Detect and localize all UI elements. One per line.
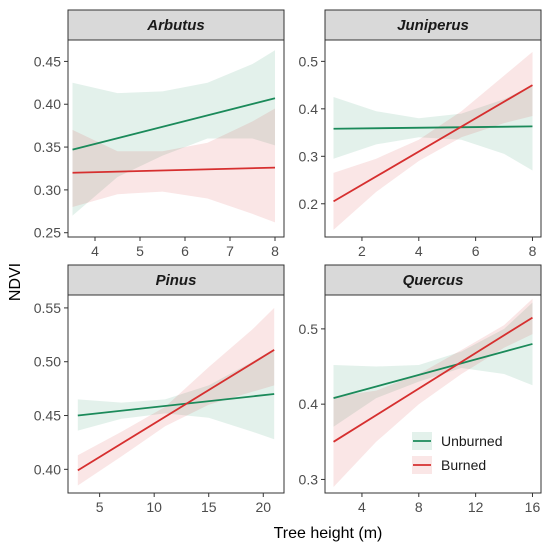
panel-background-arbutus [68,40,284,237]
x-tick-label-quercus: 16 [525,499,541,515]
y-tick-label-juniperus: 0.5 [299,53,319,69]
strip-title-quercus: Quercus [403,272,464,289]
panel-quercus: Quercus 0.3 0.4 0.5 4 8 12 16 [299,264,542,515]
panel-juniperus: Juniperus 0.2 0.3 0.4 0.5 2 4 6 8 [299,9,542,259]
confidence-band-burned-quercus [333,298,533,487]
fit-line-burned-pinus [77,349,275,472]
confidence-band-burned-arbutus [72,108,275,223]
x-tick-label-pinus: 5 [96,499,104,515]
panel-background-quercus [325,295,541,493]
x-tick-label-quercus: 8 [415,499,423,515]
x-tick-label-quercus: 4 [358,499,366,515]
confidence-band-burned-juniperus [333,51,533,230]
panel-pinus: Pinus 0.40 0.45 0.50 0.55 5 10 15 20 [34,264,285,515]
fit-line-unburned-arbutus [72,97,276,151]
panel-background-pinus [68,295,284,493]
fit-line-unburned-juniperus [333,125,533,130]
y-tick-label-pinus: 0.45 [34,408,61,424]
panel-border-pinus [67,294,285,494]
y-tick-label-arbutus: 0.40 [34,96,61,112]
x-tick-label-pinus: 20 [255,499,271,515]
x-tick-label-pinus: 10 [146,499,162,515]
y-tick-label-juniperus: 0.4 [299,101,319,117]
panel-background-juniperus [325,40,541,237]
fit-line-burned-arbutus [72,166,276,174]
confidence-band-unburned-arbutus [72,50,275,216]
x-tick-label-arbutus: 8 [271,243,279,259]
y-tick-label-arbutus: 0.35 [34,139,61,155]
legend: Unburned Burned [412,432,503,474]
strip-title-juniperus: Juniperus [397,17,469,34]
legend-label-unburned: Unburned [441,433,503,449]
y-tick-label-juniperus: 0.3 [299,148,319,164]
strip-title-arbutus: Arbutus [146,17,205,34]
y-tick-label-quercus: 0.4 [299,396,319,412]
fit-line-unburned-pinus [77,393,275,417]
panel-border-quercus [324,294,542,494]
strip-title-pinus: Pinus [156,272,197,289]
x-tick-label-arbutus: 7 [226,243,234,259]
panel-border-arbutus [67,39,285,238]
x-tick-label-juniperus: 8 [529,243,537,259]
strip-quercus [324,264,542,296]
y-tick-label-arbutus: 0.25 [34,225,61,241]
confidence-band-unburned-pinus [77,348,275,440]
x-tick-label-arbutus: 6 [181,243,189,259]
strip-arbutus [67,9,285,41]
y-tick-label-quercus: 0.5 [299,321,319,337]
y-tick-label-quercus: 0.3 [299,471,319,487]
fit-line-burned-juniperus [333,84,533,203]
y-tick-label-arbutus: 0.30 [34,182,61,198]
panel-arbutus: Arbutus 0.25 0.30 0.35 0.40 0.45 4 5 6 7 8 [34,9,285,259]
x-axis-title: Tree height (m) [274,525,383,542]
y-tick-label-arbutus: 0.45 [34,53,61,69]
y-tick-label-pinus: 0.40 [34,461,61,477]
y-axis-title: NDVI [7,263,24,301]
y-tick-label-juniperus: 0.2 [299,196,319,212]
y-tick-label-pinus: 0.55 [34,300,61,316]
x-tick-label-pinus: 15 [201,499,217,515]
x-tick-label-juniperus: 6 [472,243,480,259]
x-tick-label-arbutus: 4 [91,243,99,259]
x-tick-label-juniperus: 2 [358,243,366,259]
x-tick-label-juniperus: 4 [415,243,423,259]
fit-line-burned-quercus [333,316,533,443]
x-tick-label-quercus: 12 [468,499,484,515]
x-tick-label-arbutus: 5 [136,243,144,259]
panel-border-juniperus [324,39,542,238]
y-tick-label-pinus: 0.50 [34,354,61,370]
confidence-band-unburned-quercus [333,302,533,427]
strip-juniperus [324,9,542,41]
fit-line-unburned-quercus [333,343,533,400]
legend-label-burned: Burned [441,457,486,473]
